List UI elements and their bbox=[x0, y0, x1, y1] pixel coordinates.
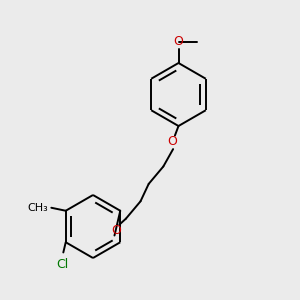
Text: CH₃: CH₃ bbox=[28, 203, 48, 213]
Text: O: O bbox=[174, 35, 183, 48]
Text: Cl: Cl bbox=[57, 258, 69, 271]
Text: O: O bbox=[111, 224, 121, 237]
Text: O: O bbox=[167, 135, 177, 148]
